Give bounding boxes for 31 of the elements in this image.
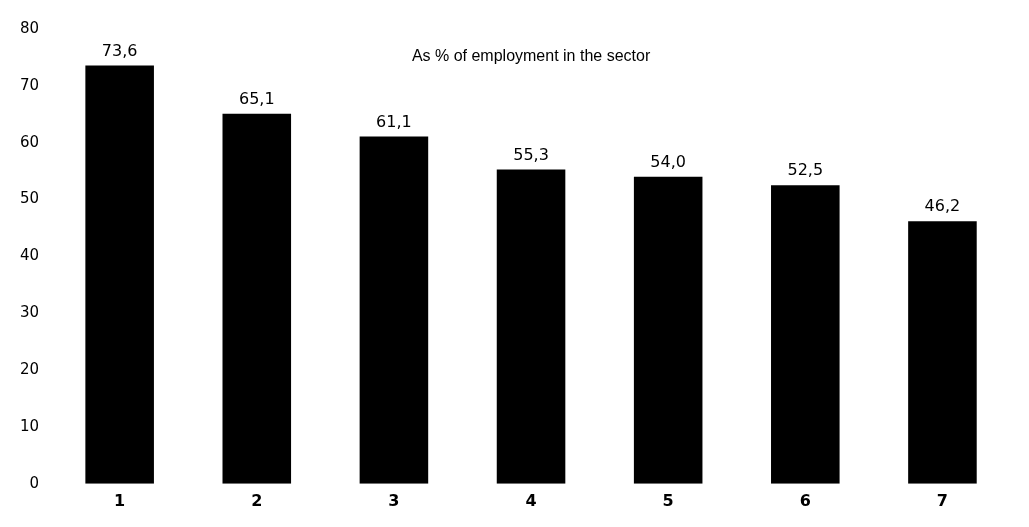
- y-tick-label: 0: [29, 473, 40, 492]
- x-tick-label: 7: [936, 490, 949, 510]
- x-tick-label: 1: [114, 490, 126, 510]
- data-label: 61,1: [376, 111, 412, 131]
- bar: [359, 136, 429, 484]
- bar: [633, 176, 703, 484]
- y-tick-label: 10: [19, 416, 40, 435]
- x-tick-label: 6: [799, 490, 811, 510]
- x-tick-label: 4: [525, 490, 537, 510]
- bar: [85, 65, 154, 484]
- y-tick-label: 20: [19, 359, 40, 378]
- data-label: 46,2: [924, 196, 961, 216]
- data-label: 73,6: [101, 40, 138, 60]
- bar: [222, 113, 292, 484]
- data-label: 52,5: [787, 160, 824, 180]
- y-tick-label: 70: [19, 75, 40, 94]
- x-tick-label: 2: [251, 490, 263, 510]
- y-tick-label: 50: [19, 189, 40, 208]
- x-tick-label: 3: [388, 490, 400, 510]
- y-tick-label: 40: [19, 246, 40, 265]
- data-label: 54,0: [650, 151, 686, 171]
- data-label: 65,1: [238, 88, 275, 108]
- x-tick-label: 5: [662, 490, 674, 510]
- bar: [496, 169, 566, 484]
- y-tick-label: 60: [19, 132, 40, 151]
- text: As % of employment in the sector: [411, 47, 651, 65]
- bar: [908, 221, 977, 484]
- bar: [771, 185, 840, 484]
- y-tick-label: 30: [19, 303, 40, 322]
- y-tick-label: 80: [19, 18, 40, 37]
- data-label: 55,3: [513, 144, 549, 164]
